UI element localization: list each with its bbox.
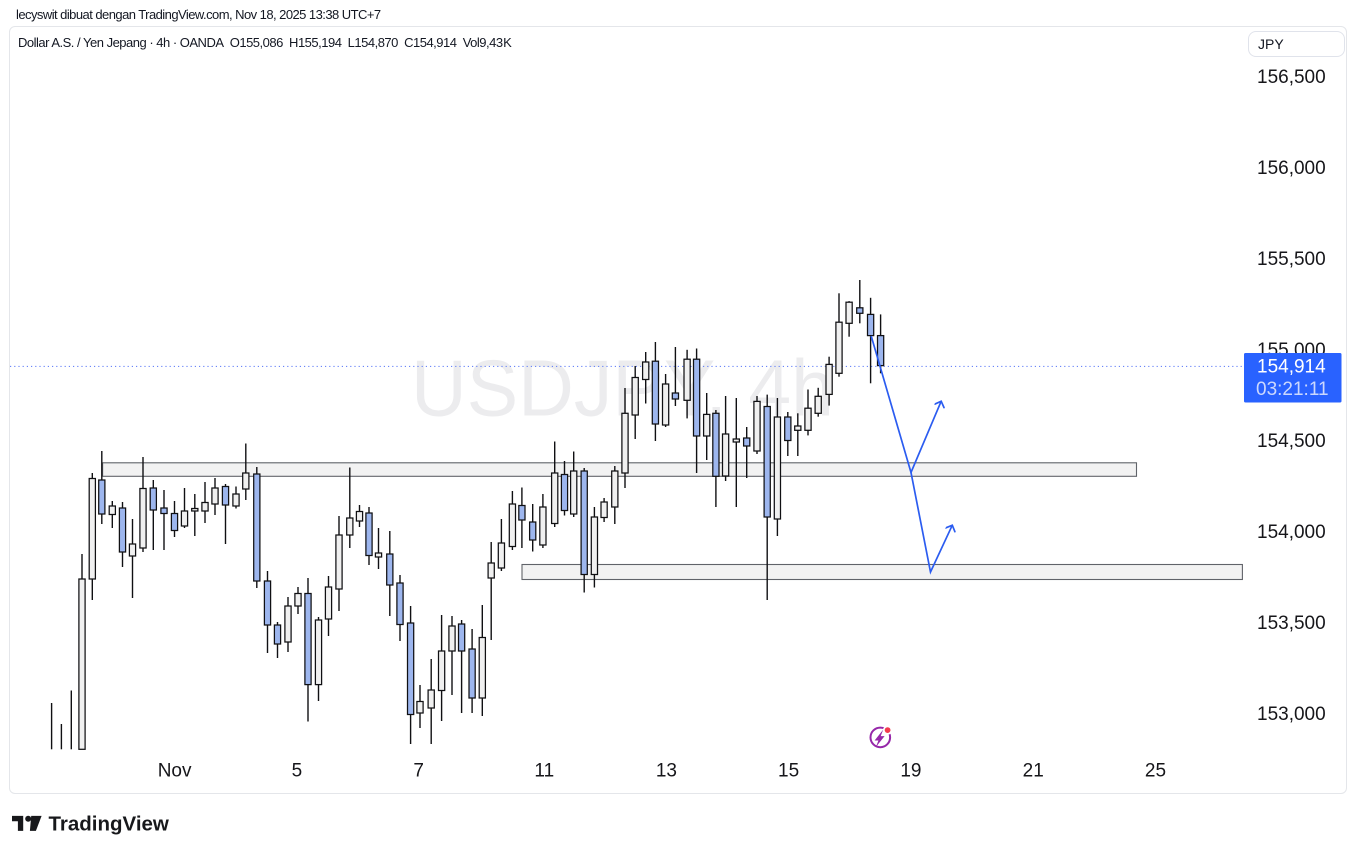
svg-text:154,500: 154,500: [1257, 431, 1326, 452]
svg-text:13: 13: [656, 761, 677, 782]
svg-text:11: 11: [534, 761, 554, 782]
svg-text:153,000: 153,000: [1257, 704, 1326, 725]
svg-text:153,500: 153,500: [1257, 613, 1326, 634]
svg-text:25: 25: [1145, 761, 1166, 782]
svg-text:19: 19: [900, 761, 921, 782]
svg-text:5: 5: [292, 761, 303, 782]
svg-text:154,000: 154,000: [1257, 522, 1326, 543]
svg-text:156,000: 156,000: [1257, 158, 1326, 179]
svg-text:03:21:11: 03:21:11: [1256, 379, 1329, 400]
svg-text:21: 21: [1023, 761, 1044, 782]
svg-text:155,500: 155,500: [1257, 249, 1326, 270]
svg-text:154,914: 154,914: [1257, 357, 1326, 378]
svg-text:7: 7: [413, 761, 424, 782]
svg-text:TradingView: TradingView: [49, 813, 169, 836]
svg-text:156,500: 156,500: [1257, 67, 1326, 88]
svg-text:Nov: Nov: [158, 761, 192, 782]
svg-text:15: 15: [778, 761, 799, 782]
